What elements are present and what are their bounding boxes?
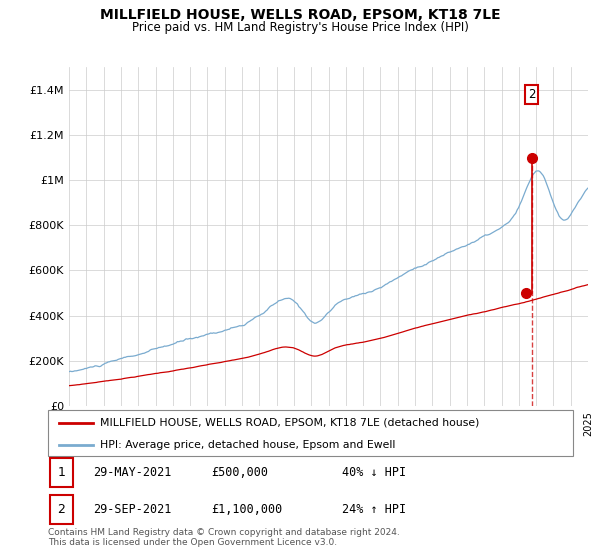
Text: MILLFIELD HOUSE, WELLS ROAD, EPSOM, KT18 7LE (detached house): MILLFIELD HOUSE, WELLS ROAD, EPSOM, KT18… [101, 418, 480, 428]
FancyBboxPatch shape [50, 494, 73, 524]
Text: 29-SEP-2021: 29-SEP-2021 [92, 502, 171, 516]
Text: 24% ↑ HPI: 24% ↑ HPI [342, 502, 406, 516]
Text: 2: 2 [57, 502, 65, 516]
Text: Price paid vs. HM Land Registry's House Price Index (HPI): Price paid vs. HM Land Registry's House … [131, 21, 469, 34]
Text: 2: 2 [528, 88, 536, 101]
Text: 1: 1 [57, 466, 65, 479]
Text: MILLFIELD HOUSE, WELLS ROAD, EPSOM, KT18 7LE: MILLFIELD HOUSE, WELLS ROAD, EPSOM, KT18… [100, 8, 500, 22]
Text: £500,000: £500,000 [211, 466, 268, 479]
FancyBboxPatch shape [48, 410, 573, 456]
FancyBboxPatch shape [50, 458, 73, 487]
Text: Contains HM Land Registry data © Crown copyright and database right 2024.
This d: Contains HM Land Registry data © Crown c… [48, 528, 400, 547]
Text: 40% ↓ HPI: 40% ↓ HPI [342, 466, 406, 479]
Text: 29-MAY-2021: 29-MAY-2021 [92, 466, 171, 479]
Text: HPI: Average price, detached house, Epsom and Ewell: HPI: Average price, detached house, Epso… [101, 440, 396, 450]
Text: £1,100,000: £1,100,000 [211, 502, 282, 516]
